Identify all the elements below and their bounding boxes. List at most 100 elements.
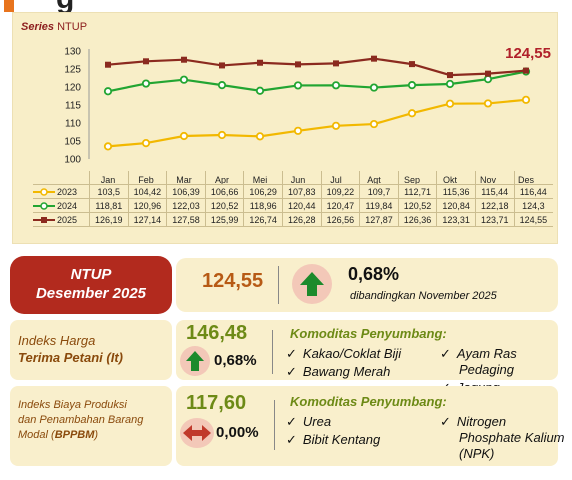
data-point: [219, 62, 225, 69]
data-point: [293, 126, 303, 135]
table-cell: 122,18: [474, 199, 514, 212]
table-cell: 124,3: [513, 199, 553, 212]
table-header-cell: [243, 171, 282, 184]
table-row: 2023 103,5 104,42 106,39 106,66 106,29 107,83 1…: [33, 185, 553, 199]
legend-entry: 2024: [33, 199, 89, 212]
data-point: [181, 56, 187, 63]
table-cell: 126,19: [89, 213, 128, 226]
bppbm-card: Indeks Biaya Produksi dan Penambahan Bar…: [10, 386, 172, 466]
data-point: [103, 87, 113, 96]
ntup-card-period: Desember 2025: [35, 285, 147, 302]
table-header-cell: [166, 171, 205, 184]
table-cell: 116,44: [513, 185, 553, 198]
y-tick-label: 120: [64, 83, 81, 94]
x-tick-label: Jul: [330, 175, 342, 185]
x-tick-label: Apr: [215, 175, 229, 185]
x-tick-label: Des: [518, 175, 535, 185]
y-tick-label: 125: [64, 65, 81, 76]
left-right-arrow-icon: [183, 425, 211, 441]
table-cell: 106,29: [243, 185, 282, 198]
x-tick-label: Jan: [101, 175, 116, 185]
table-cell: 126,56: [320, 213, 360, 226]
ntup-card: NTUP Desember 2025: [10, 256, 172, 314]
it-up-badge: [180, 346, 210, 376]
table-cell: 106,39: [166, 185, 205, 198]
it-value: 146,48: [186, 322, 248, 344]
it-divider: [272, 330, 273, 374]
table-header-cell: [320, 171, 360, 184]
data-point: [331, 81, 341, 90]
table-header-spacer: [33, 171, 89, 184]
y-tick-label: 100: [64, 155, 81, 166]
table-cell: 104,42: [127, 185, 167, 198]
it-title-line1: Indeks Harga: [18, 333, 96, 348]
data-point: [407, 109, 417, 118]
data-point: [333, 60, 339, 67]
data-point: [105, 61, 111, 68]
table-header-cell: [436, 171, 475, 184]
table-header-cell: [127, 171, 167, 184]
last-value-label: 124,55: [505, 45, 551, 62]
table-cell: 119,84: [359, 199, 398, 212]
table-cell: 120,52: [204, 199, 244, 212]
table-cell: 106,66: [204, 185, 244, 198]
bppbm-kom-title: Komoditas Penyumbang:: [290, 394, 447, 409]
bppbm-flat-badge: [180, 418, 214, 448]
table-header-row: [33, 171, 553, 185]
data-point: [521, 95, 531, 104]
table-cell: 115,44: [474, 185, 514, 198]
y-tick-label: 105: [64, 137, 81, 148]
bppbm-change: 0,00%: [216, 424, 259, 441]
table-cell: 125,99: [204, 213, 244, 226]
table-cell: 120,84: [436, 199, 475, 212]
x-tick-label: Feb: [138, 175, 154, 185]
up-arrow-icon: [186, 351, 204, 371]
bppbm-value: 117,60: [186, 392, 247, 414]
y-tick-label: 115: [65, 101, 81, 112]
data-point: [179, 131, 189, 141]
table-cell: 126,74: [243, 213, 282, 226]
table-header-cell: [281, 171, 321, 184]
table-cell: 107,83: [281, 185, 321, 198]
data-point: [103, 142, 113, 151]
data-point: [523, 67, 529, 74]
data-point: [371, 55, 377, 62]
bppbm-strip: [176, 386, 558, 466]
table-row: 2024 118,81 120,96 122,03 120,52 118,96 120,44…: [33, 199, 553, 213]
x-tick-label: Mei: [253, 175, 268, 185]
data-point: [369, 83, 379, 92]
bppbm-kom-item-3c: (NPK): [459, 446, 495, 461]
data-point: [483, 75, 493, 84]
table-header-cell: [204, 171, 244, 184]
up-arrow-icon: [300, 272, 324, 296]
series-line-2024: [107, 70, 527, 93]
data-table: 2023 103,5 104,42 106,39 106,66 106,29 107,83 1…: [33, 171, 553, 227]
data-point: [179, 75, 189, 84]
bppbm-title-line3: Modal (BPPBM): [18, 429, 99, 441]
data-point: [255, 86, 265, 95]
bppbm-title-line2: dan Penambahan Barang: [18, 414, 144, 426]
table-cell: 120,47: [320, 199, 360, 212]
table-cell: 123,71: [474, 213, 514, 226]
ntup-change: 0,68%: [348, 264, 400, 284]
table-header-cell: [359, 171, 398, 184]
data-point: [369, 119, 379, 129]
data-point: [257, 59, 263, 66]
x-tick-label: Nov: [480, 175, 497, 185]
table-cell: 115,36: [436, 185, 475, 198]
table-cell: 120,96: [127, 199, 167, 212]
top-bar: g: [0, 0, 572, 15]
x-tick-label: Mar: [176, 175, 192, 185]
table-cell: 126,36: [397, 213, 437, 226]
it-kom-item-3b: Pedaging: [459, 362, 514, 377]
legend-label: 2024: [57, 200, 78, 211]
bppbm-kom-item-1: ✓ Urea: [286, 414, 332, 429]
x-tick-label: Agt: [367, 175, 381, 185]
table-header-cell: [397, 171, 437, 184]
it-kom-item-2: ✓ Bawang Merah: [286, 364, 391, 379]
data-point: [255, 132, 265, 141]
data-point: [295, 61, 301, 68]
series-line-2023: [107, 98, 527, 148]
page-title-fragment: g: [56, 0, 74, 16]
data-point: [445, 99, 455, 108]
